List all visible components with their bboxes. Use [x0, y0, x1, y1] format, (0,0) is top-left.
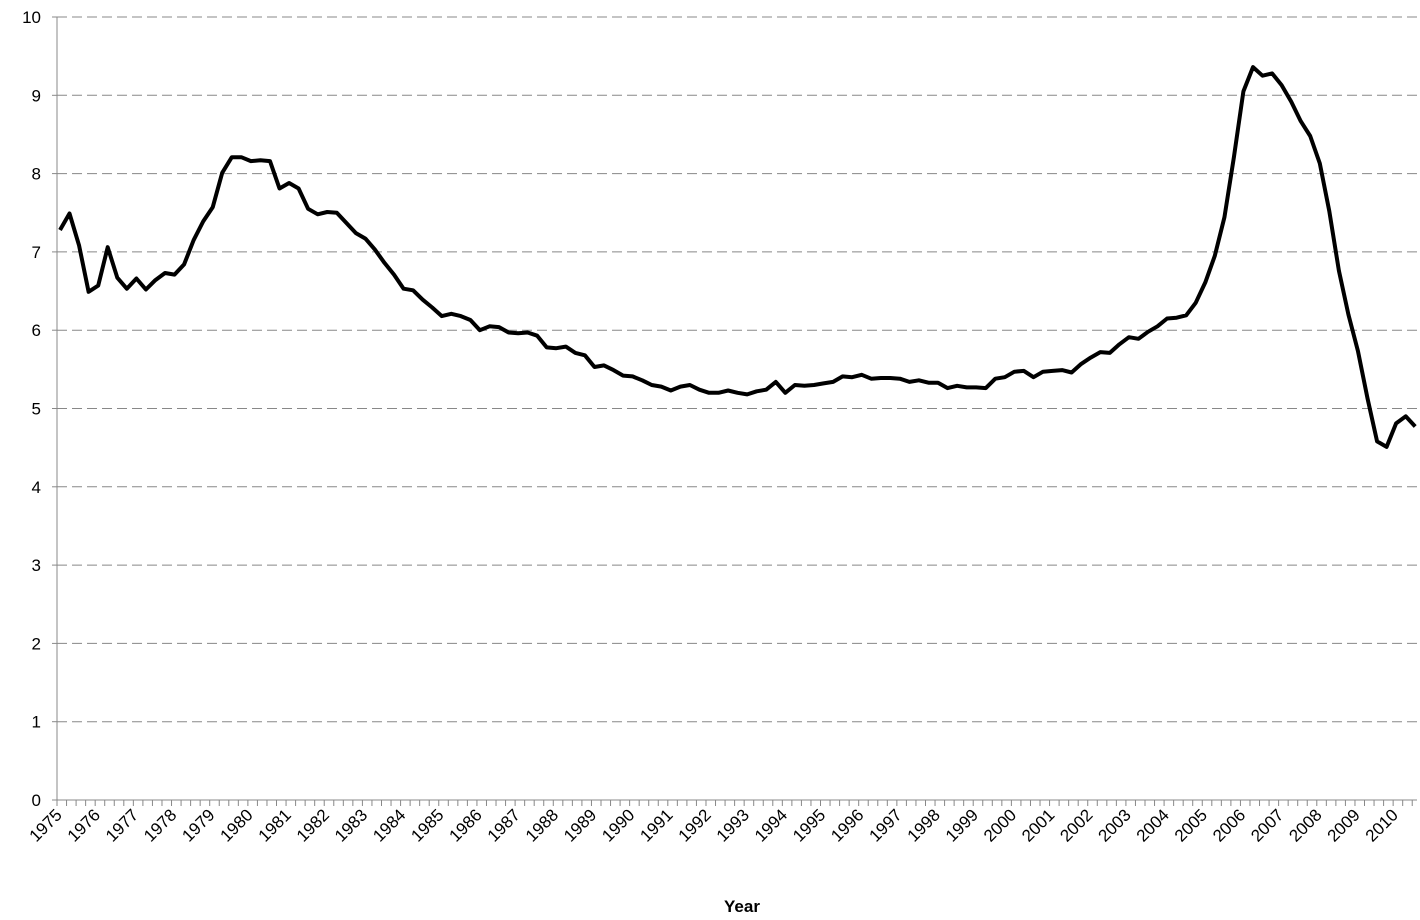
y-tick-label: 1 — [32, 713, 41, 732]
x-tick-label: 2001 — [1018, 805, 1058, 845]
y-tick-label: 10 — [22, 8, 41, 27]
x-tick-label: 1986 — [446, 805, 486, 845]
x-tick-label: 2005 — [1171, 805, 1211, 845]
y-tick-label: 8 — [32, 165, 41, 184]
x-axis-title: Year — [724, 897, 760, 916]
x-tick-label: 1993 — [713, 805, 753, 845]
y-tick-label: 7 — [32, 243, 41, 262]
x-tick-label: 2006 — [1209, 805, 1249, 845]
x-tick-label: 1999 — [942, 805, 982, 845]
x-tick-label: 1983 — [331, 805, 371, 845]
x-tick-label: 1980 — [217, 805, 257, 845]
x-tick-label: 2003 — [1095, 805, 1135, 845]
y-tick-label: 0 — [32, 791, 41, 810]
x-tick-label: 1996 — [827, 805, 867, 845]
x-tick-label: 2007 — [1247, 805, 1287, 845]
x-tick-label: 2000 — [980, 805, 1020, 845]
x-tick-label: 1994 — [751, 805, 791, 845]
x-tick-label: 2009 — [1324, 805, 1364, 845]
y-tick-label: 3 — [32, 556, 41, 575]
x-tick-label: 2004 — [1133, 805, 1173, 845]
y-tick-label: 6 — [32, 321, 41, 340]
data-line — [58, 65, 1417, 449]
x-tick-label: 1981 — [255, 805, 295, 845]
x-tick-label: 1995 — [789, 805, 829, 845]
x-tick-label: 1992 — [675, 805, 715, 845]
x-tick-label: 1988 — [522, 805, 562, 845]
x-tick-label: 1984 — [369, 805, 409, 845]
x-tick-label: 1987 — [484, 805, 524, 845]
x-tick-label: 1979 — [178, 805, 218, 845]
x-tick-label: 2010 — [1362, 805, 1402, 845]
x-tick-label: 1990 — [598, 805, 638, 845]
x-tick-label: 1997 — [866, 805, 906, 845]
x-tick-label: 2002 — [1056, 805, 1096, 845]
x-tick-label: 1989 — [560, 805, 600, 845]
y-tick-label: 9 — [32, 86, 41, 105]
x-tick-label: 1975 — [26, 805, 66, 845]
x-tick-label: 1976 — [64, 805, 104, 845]
x-tick-label: 1982 — [293, 805, 333, 845]
x-tick-label: 2008 — [1285, 805, 1325, 845]
y-tick-label: 2 — [32, 634, 41, 653]
x-tick-label: 1977 — [102, 805, 142, 845]
x-tick-label: 1985 — [407, 805, 447, 845]
x-tick-label: 1991 — [636, 805, 676, 845]
x-tick-label: 1998 — [904, 805, 944, 845]
y-tick-label: 4 — [32, 478, 41, 497]
y-tick-label: 5 — [32, 400, 41, 419]
x-tick-label: 1978 — [140, 805, 180, 845]
